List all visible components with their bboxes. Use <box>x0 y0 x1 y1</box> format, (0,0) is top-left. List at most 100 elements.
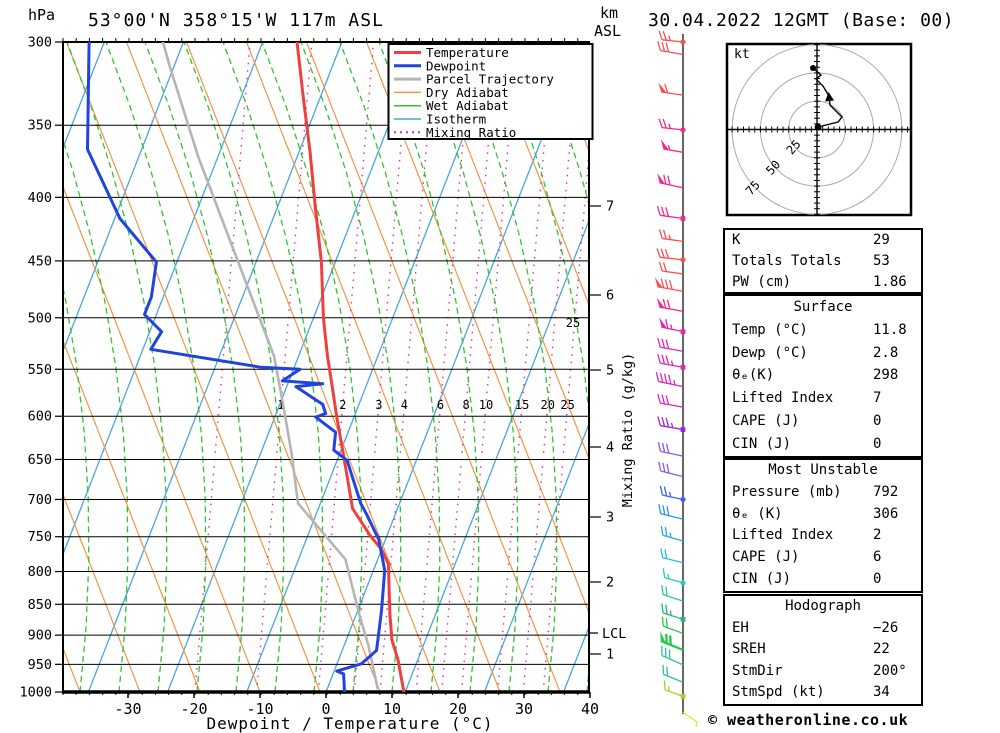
barb-flag <box>660 630 666 644</box>
isotherm-line <box>0 42 25 692</box>
barb-staff <box>661 326 684 333</box>
barb-level-square <box>680 329 686 335</box>
table-row: CIN (J) 0 <box>725 569 921 591</box>
barb-feather <box>661 41 666 52</box>
legend-label: Dry Adiabat <box>426 85 509 100</box>
barb-level-square <box>680 427 686 432</box>
km-tick-label: 6 <box>606 288 614 304</box>
wind-barb <box>655 372 684 388</box>
pressure-tick-label: 300 <box>28 35 52 51</box>
table-row: Dewp (°C) 2.8 <box>725 342 921 365</box>
isotherm-line <box>63 42 264 556</box>
table-row-value: 7 <box>873 390 882 407</box>
barb-feather <box>663 373 668 384</box>
table-row: PW (cm) 1.86 <box>725 272 921 293</box>
wind-barb <box>656 206 686 221</box>
pressure-tick-label: 600 <box>28 409 52 425</box>
sounding-curves <box>86 42 406 692</box>
wind-barb <box>657 41 684 56</box>
barb-staff <box>660 470 684 478</box>
dry-adiabat-line <box>485 42 589 307</box>
dry-adiabat-line <box>63 185 261 692</box>
wind-barb <box>659 485 686 503</box>
dewpoint-curve <box>86 42 387 692</box>
wind-barb <box>663 680 686 699</box>
table-title: Hodograph <box>785 598 861 614</box>
barb-feather <box>662 118 667 129</box>
barb-feather <box>666 506 670 516</box>
temp-tick-label: 40 <box>581 700 599 718</box>
wind-barb <box>660 139 684 153</box>
km-tick-label: 7 <box>606 199 614 215</box>
barb-staff <box>662 39 684 43</box>
table-row: StmSpd (kt) 34 <box>725 682 921 704</box>
barb-feather <box>661 616 664 627</box>
stats-table-hodograph: Hodograph EH −26 SREH 22 StmDir 200° StmSpd (kt… <box>723 594 923 706</box>
barb-level-dot <box>680 39 686 45</box>
table-row-label: StmDir <box>732 662 783 679</box>
table-row-value: −26 <box>873 619 899 636</box>
mixing-ratio-axis-label: Mixing Ratio (g/kg) <box>620 353 636 507</box>
table-row-value: 6 <box>873 549 882 566</box>
sounding-location-title: 53°00'N 358°15'W 117m ASL <box>88 10 384 31</box>
pressure-tick-label: 900 <box>28 628 52 644</box>
barb-feather <box>662 568 666 578</box>
mixing-ratio-label: 25 <box>560 398 574 412</box>
wind-barb <box>661 585 684 602</box>
x-axis-caption: Dewpoint / Temperature (°C) <box>206 714 493 733</box>
barb-level-dot <box>680 257 686 263</box>
temp-tick-label: 30 <box>515 700 533 718</box>
isotherm-line <box>63 42 185 353</box>
barb-flag <box>659 317 667 329</box>
mixing-ratio-label: 20 <box>540 398 554 412</box>
barb-feather <box>662 462 666 473</box>
km-tick-label: 4 <box>606 440 614 456</box>
barb-flag <box>657 173 665 184</box>
table-row-label: StmSpd (kt) <box>732 684 825 701</box>
legend-label: Wet Adiabat <box>426 98 509 113</box>
table-row-label: K <box>732 232 741 248</box>
dry-adiabat-line <box>63 492 141 692</box>
isotherm-line <box>404 218 589 692</box>
barb-feather <box>665 604 668 615</box>
wind-barb <box>660 630 684 652</box>
wind-barb <box>656 248 686 263</box>
pressure-tick-label: 700 <box>28 492 52 508</box>
barb-feather <box>662 505 666 515</box>
barb-staff <box>660 639 684 652</box>
table-row-label: Lifted Index <box>732 527 834 544</box>
dry-adiabat-line <box>245 42 501 692</box>
table-row-value: 306 <box>873 505 899 522</box>
barb-feather <box>668 374 672 385</box>
barb-feather <box>663 486 668 497</box>
barb-staff <box>662 494 684 501</box>
table-row: EH −26 <box>725 618 921 640</box>
table-row: θₑ (K) 306 <box>725 504 921 526</box>
legend-label: Isotherm <box>426 112 486 127</box>
altitude-axis-unit-km: km <box>600 4 619 22</box>
hodograph-end-dot <box>810 65 817 72</box>
barb-staff <box>660 49 684 56</box>
table-row-label: CIN (J) <box>732 570 792 587</box>
km-tick-label: 1 <box>606 647 614 663</box>
barb-staff <box>682 711 698 723</box>
barb-staff <box>664 689 684 697</box>
table-row-label: Totals Totals <box>732 252 842 269</box>
mixing-ratio-label: 8 <box>463 398 470 412</box>
barb-feather <box>665 618 668 628</box>
barb-feather <box>664 248 670 259</box>
barb-feather <box>665 319 669 329</box>
wind-barb <box>662 664 684 683</box>
barb-feather <box>665 443 670 454</box>
barb-level-square <box>680 616 686 622</box>
dry-adiabat-line <box>185 42 441 692</box>
barb-staff <box>662 534 684 542</box>
barb-feather <box>658 229 663 239</box>
barb-level-dot <box>680 496 686 503</box>
barb-staff <box>662 556 684 564</box>
wet-adiabat-line <box>63 138 129 692</box>
barb-staff <box>659 182 684 189</box>
table-row-value: 298 <box>873 367 899 384</box>
